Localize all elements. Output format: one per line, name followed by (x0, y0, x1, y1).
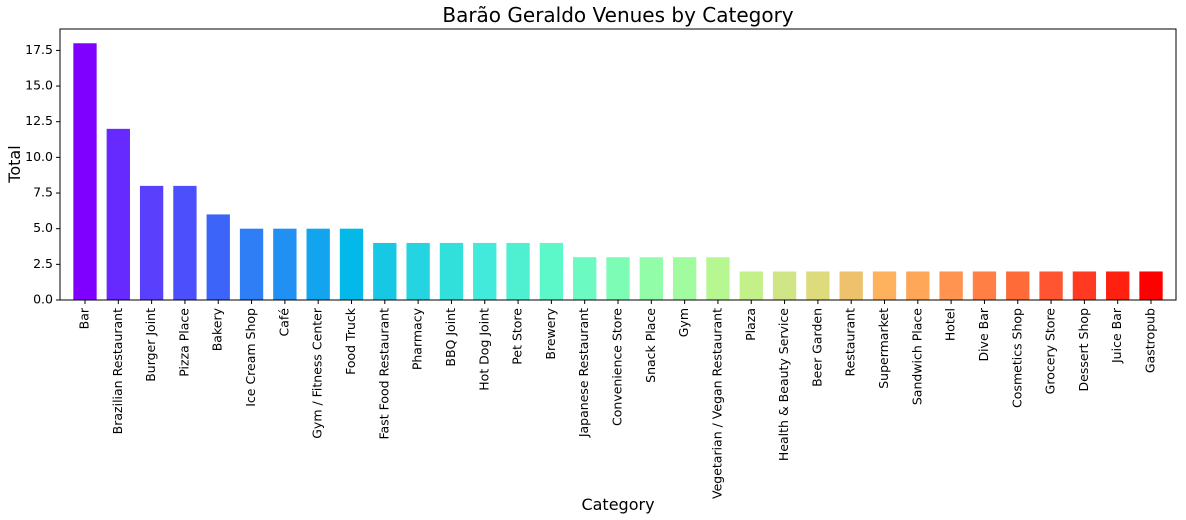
y-axis: 0.0 2.5 5.0 7.5 10.0 12.5 15.0 17.5 (25, 42, 60, 307)
y-tick-label: 17.5 (25, 42, 53, 57)
bar (872, 271, 897, 300)
x-axis: Bar Brazilian Restaurant Burger Joint Pizza… (76, 300, 1158, 499)
bar (772, 271, 797, 300)
bar (739, 271, 763, 300)
bar (672, 257, 697, 300)
x-tick-label: BBQ Joint (443, 308, 458, 367)
bar (339, 228, 364, 300)
x-tick-label: Pet Store (510, 308, 525, 365)
x-tick-label: Supermarket (876, 308, 891, 389)
x-tick-label: Gym / Fitness Center (310, 307, 325, 439)
x-tick-label: Dessert Shop (1076, 308, 1091, 392)
x-tick-label: Bakery (210, 307, 225, 351)
x-tick-label: Pharmacy (410, 307, 425, 370)
x-axis-label: Category (581, 495, 654, 514)
x-tick-label: Restaurant (843, 308, 858, 377)
x-tick-label: Brazilian Restaurant (110, 308, 125, 434)
bar (839, 271, 863, 300)
plot-frame (59, 28, 1177, 301)
bar (506, 242, 530, 300)
bar (939, 271, 963, 300)
bar (239, 228, 264, 300)
bar (439, 242, 464, 300)
bar (639, 257, 663, 300)
x-tick-label: Hotel (943, 308, 958, 341)
x-tick-label: Ice Cream Shop (243, 308, 258, 407)
x-tick-label: Café (276, 308, 291, 337)
x-tick-label: Convenience Store (610, 308, 625, 426)
bar (706, 257, 730, 300)
x-tick-label: Beer Garden (809, 308, 824, 387)
x-tick-label: Juice Bar (1109, 307, 1124, 364)
bar (139, 185, 164, 300)
x-tick-label: Grocery Store (1043, 308, 1058, 395)
x-tick-label: Burger Joint (143, 308, 158, 382)
bar (273, 228, 297, 300)
x-tick-label: Sandwich Place (909, 308, 924, 405)
x-tick-label: Vegetarian / Vegan Restaurant (709, 308, 724, 499)
x-tick-label: Bar (76, 307, 91, 329)
bar (1039, 271, 1063, 300)
bar (972, 271, 997, 300)
bar (73, 43, 97, 300)
bar (806, 271, 830, 300)
chart-title: Barão Geraldo Venues by Category (442, 3, 793, 27)
x-tick-label: Gym (676, 308, 691, 337)
x-tick-label: Dive Bar (976, 307, 991, 361)
bar (306, 228, 330, 300)
bar (206, 214, 230, 300)
bar (1006, 271, 1030, 300)
bar (1072, 271, 1097, 300)
bar (406, 242, 430, 300)
x-tick-label: Japanese Restaurant (576, 308, 591, 438)
bar (1106, 271, 1130, 300)
y-axis-label: Total (5, 145, 24, 183)
y-tick-label: 2.5 (33, 256, 53, 271)
y-tick-label: 10.0 (25, 149, 53, 164)
x-tick-label: Hot Dog Joint (476, 308, 491, 391)
x-tick-label: Gastropub (1143, 308, 1158, 373)
x-tick-label: Brewery (543, 307, 558, 359)
bar (373, 242, 397, 300)
x-tick-label: Pizza Place (176, 308, 191, 377)
x-tick-label: Food Truck (343, 307, 358, 375)
y-tick-label: 5.0 (33, 220, 53, 235)
bar (106, 128, 130, 300)
bar (906, 271, 930, 300)
bar (1139, 271, 1163, 300)
x-tick-label: Cosmetics Shop (1009, 308, 1024, 408)
y-tick-label: 15.0 (25, 78, 53, 93)
x-tick-label: Snack Place (643, 308, 658, 383)
y-tick-label: 7.5 (33, 185, 53, 200)
bar (573, 257, 597, 300)
y-tick-label: 12.5 (25, 113, 53, 128)
bar (606, 257, 630, 300)
bars-group (73, 43, 1163, 300)
bar (173, 185, 197, 300)
x-tick-label: Health & Beauty Service (776, 308, 791, 461)
x-tick-label: Plaza (743, 308, 758, 341)
bar (539, 242, 564, 300)
bar (473, 242, 497, 300)
y-tick-label: 0.0 (33, 292, 53, 307)
x-tick-label: Fast Food Restaurant (376, 308, 391, 440)
